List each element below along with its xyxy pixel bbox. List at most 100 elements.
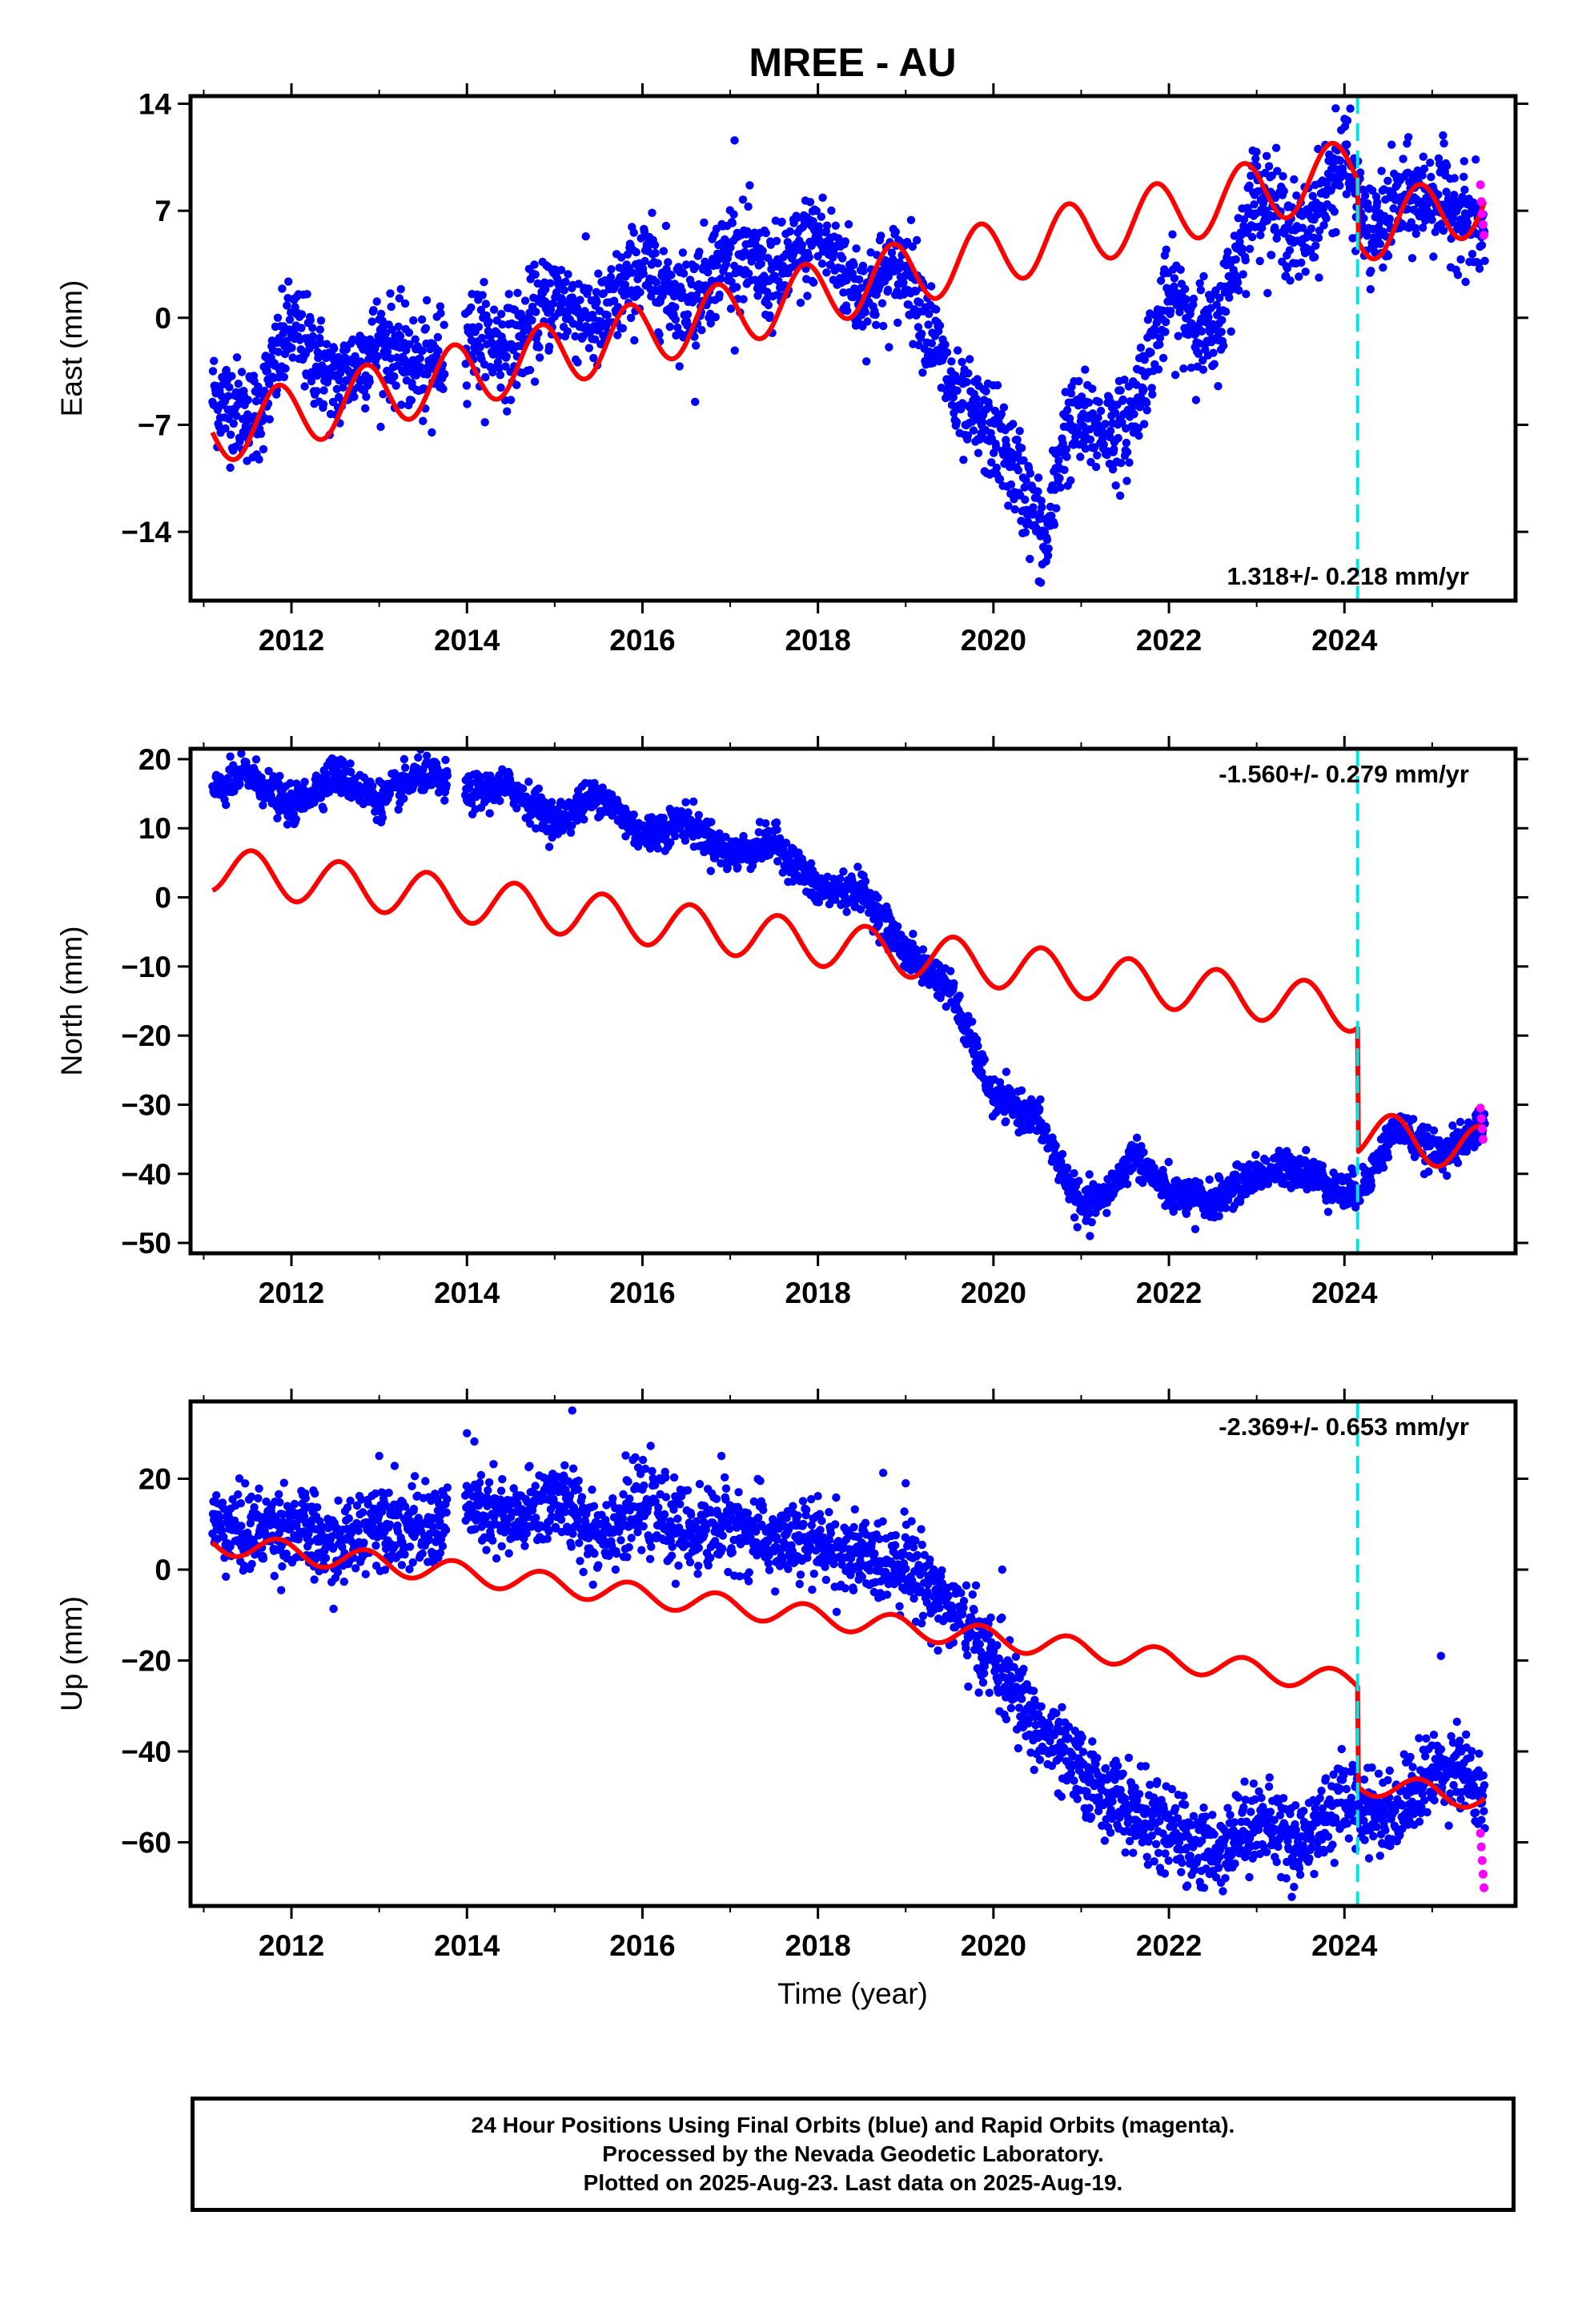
- north-final-point: [1062, 1164, 1072, 1172]
- east-final-point: [966, 355, 974, 364]
- east-final-point: [1195, 279, 1204, 287]
- east-final-point: [260, 386, 269, 396]
- east-final-point: [232, 353, 242, 362]
- east-final-point: [411, 335, 420, 344]
- east-final-point: [422, 296, 432, 305]
- east-final-point: [613, 331, 622, 340]
- east-final-point: [1162, 245, 1170, 254]
- east-final-point: [512, 380, 521, 389]
- east-final-point: [1283, 263, 1292, 273]
- east-rapid-point: [1477, 209, 1487, 219]
- east-final-point: [288, 353, 297, 362]
- east-final-point: [728, 219, 737, 227]
- east-final-point: [1250, 200, 1259, 209]
- east-final-point: [1239, 270, 1247, 279]
- east-final-point: [1273, 167, 1282, 175]
- east-final-point: [481, 372, 490, 382]
- east-final-point: [1218, 316, 1227, 324]
- north-final-point: [681, 798, 690, 806]
- east-final-point: [695, 247, 704, 256]
- east-final-point: [881, 259, 890, 268]
- east-final-point: [1009, 420, 1018, 428]
- north-final-point: [544, 842, 554, 851]
- east-final-point: [237, 368, 247, 376]
- east-final-point: [390, 372, 399, 381]
- north-final-point: [681, 836, 690, 845]
- east-final-point: [386, 289, 395, 298]
- east-final-point: [1254, 187, 1263, 195]
- north-final-point: [368, 782, 377, 790]
- east-final-point: [416, 363, 425, 372]
- east-final-point: [1231, 255, 1240, 264]
- north-final-point: [598, 783, 607, 792]
- east-final-point: [404, 328, 414, 337]
- east-final-point: [1367, 267, 1375, 275]
- east-final-point: [753, 292, 762, 300]
- north-final-point: [359, 773, 369, 782]
- east-final-point: [531, 270, 540, 279]
- north-final-point: [621, 832, 630, 841]
- east-final-point: [744, 202, 753, 211]
- east-final-point: [726, 243, 735, 252]
- east-final-point: [1088, 384, 1097, 393]
- east-final-point: [1468, 250, 1477, 259]
- east-final-point: [573, 358, 582, 367]
- east-final-point: [1066, 476, 1075, 485]
- east-x-tick-label: 2014: [434, 624, 500, 657]
- north-final-point: [1205, 1175, 1214, 1184]
- east-final-point: [1010, 495, 1018, 504]
- north-final-point: [1122, 1180, 1132, 1188]
- east-final-point: [1418, 171, 1427, 180]
- east-final-point: [1346, 104, 1355, 113]
- north-final-orbit-points: [208, 749, 1489, 1240]
- north-final-point: [547, 798, 556, 806]
- east-final-point: [609, 296, 619, 305]
- north-final-point: [291, 814, 300, 824]
- east-final-point: [1106, 426, 1115, 436]
- east-final-point: [958, 357, 966, 367]
- east-final-point: [706, 319, 715, 328]
- east-final-point: [1055, 474, 1064, 483]
- north-final-point: [1215, 1212, 1223, 1220]
- north-final-point: [1070, 1168, 1078, 1178]
- east-x-tick-label: 2016: [609, 624, 675, 657]
- east-final-point: [496, 371, 505, 380]
- east-final-point: [1118, 418, 1126, 427]
- east-final-point: [927, 282, 936, 291]
- east-final-point: [884, 285, 893, 295]
- east-final-point: [323, 340, 331, 348]
- east-final-point: [1245, 181, 1254, 190]
- east-x-tick-label: 2022: [1136, 624, 1202, 657]
- east-final-point: [1307, 224, 1316, 233]
- east-final-point: [284, 277, 293, 286]
- north-final-point: [1051, 1141, 1060, 1150]
- east-final-point: [227, 372, 236, 380]
- east-final-point: [1139, 385, 1148, 394]
- east-final-point: [307, 376, 316, 386]
- east-final-point: [1093, 451, 1102, 460]
- east-final-point: [1062, 452, 1071, 461]
- east-final-point: [571, 332, 580, 341]
- east-final-point: [341, 360, 350, 368]
- east-final-point: [1419, 164, 1429, 173]
- east-final-point: [1096, 406, 1106, 416]
- east-final-point: [1407, 254, 1417, 263]
- east-final-point: [727, 277, 736, 286]
- north-final-point: [684, 808, 693, 817]
- east-final-point: [913, 323, 923, 332]
- east-final-point: [1196, 286, 1206, 295]
- east-final-point: [1166, 307, 1175, 316]
- east-final-point: [1062, 405, 1072, 415]
- east-final-point: [857, 283, 865, 292]
- east-final-point: [1026, 554, 1034, 564]
- north-final-point: [861, 877, 870, 886]
- east-final-point: [1373, 198, 1382, 207]
- east-final-point: [818, 193, 827, 202]
- east-final-point: [421, 324, 431, 332]
- east-final-point: [592, 297, 601, 307]
- north-final-point: [568, 821, 576, 830]
- east-final-point: [1448, 213, 1458, 222]
- east-final-point: [1158, 353, 1168, 363]
- east-final-point: [697, 326, 706, 335]
- east-final-point: [1042, 536, 1052, 545]
